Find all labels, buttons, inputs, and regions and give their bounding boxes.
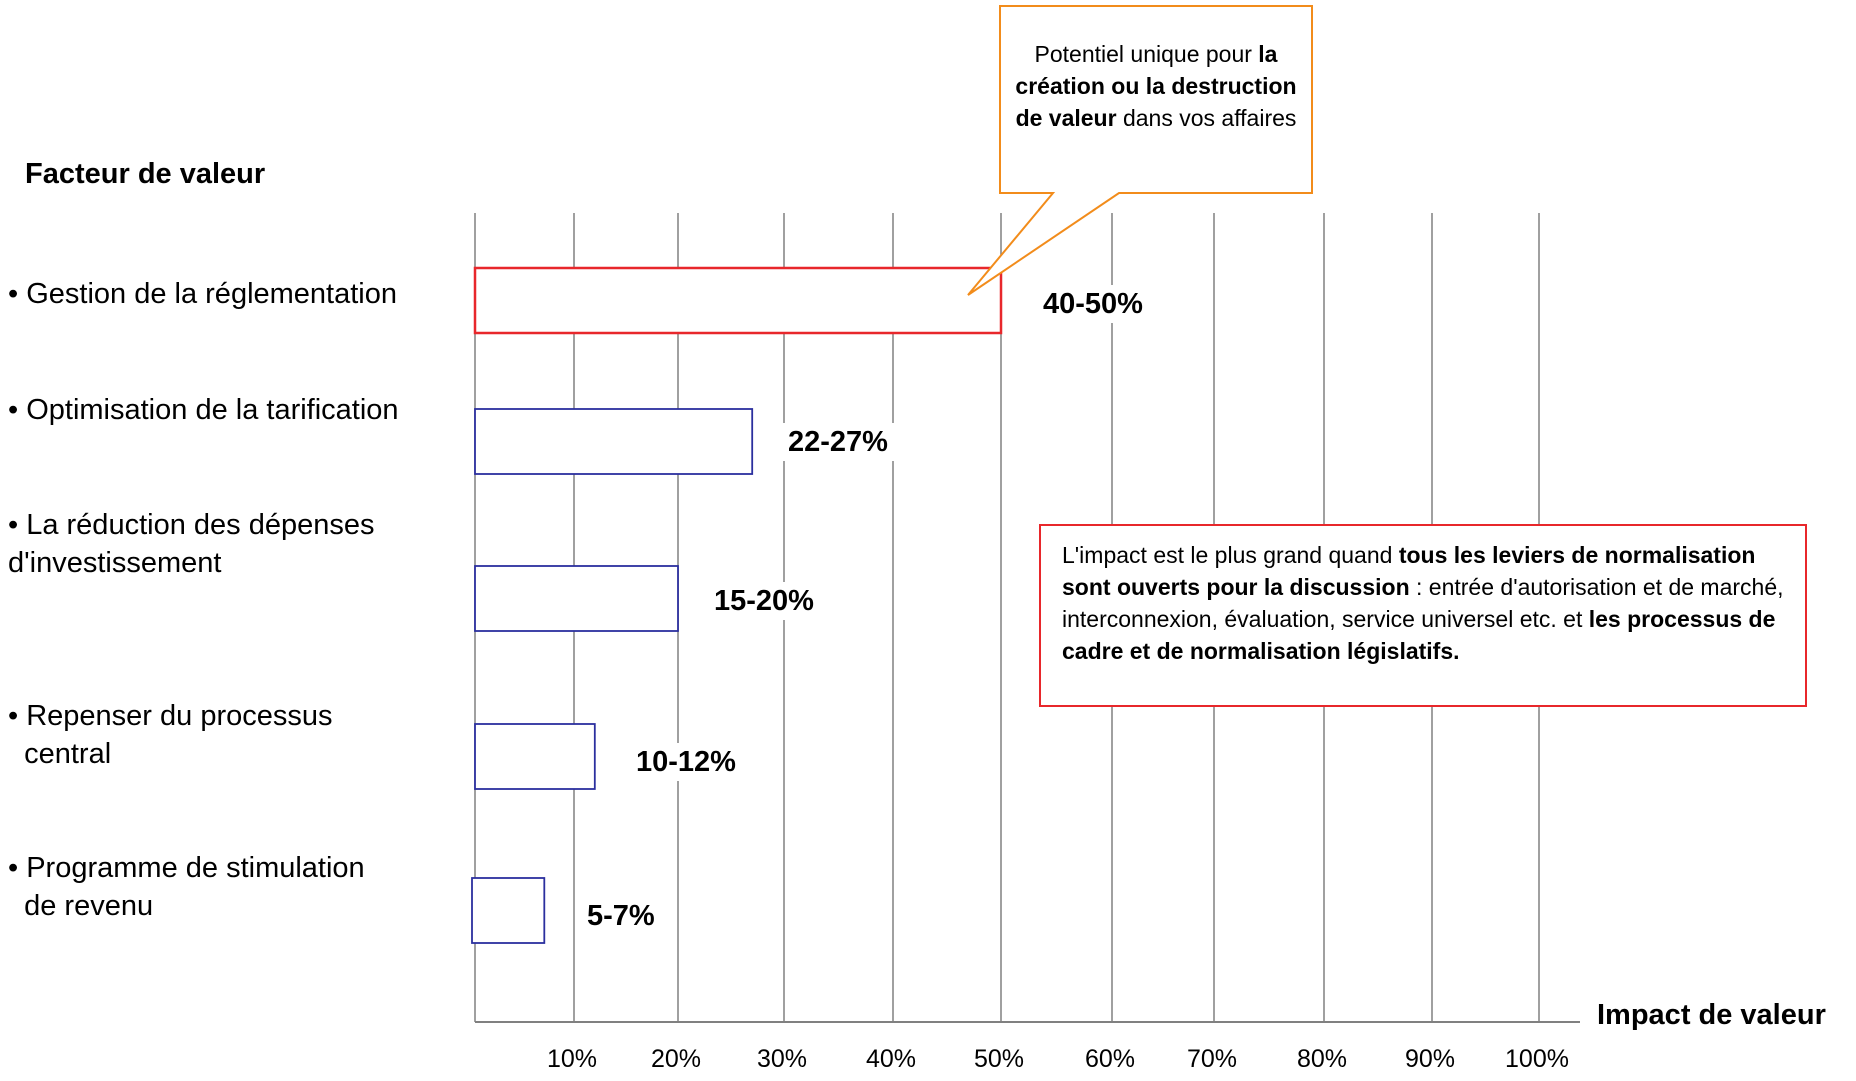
callout-text-bold: la création ou la destruction de valeur [1015,41,1297,131]
category-label: • Programme de stimulation de revenu [8,852,365,922]
x-tick-label: 30% [757,1045,807,1073]
value-label: 5-7% [581,897,661,935]
top-callout-shape [967,5,1313,296]
x-tick-label: 50% [974,1045,1024,1073]
x-tick-label: 80% [1297,1045,1347,1073]
callout-text-bold: les processus de cadre et de normalisati… [1062,606,1776,664]
bar [474,723,596,790]
category-label: • Optimisation de la tarification [8,394,399,426]
value-label: 15-20% [708,582,820,620]
callout-text: L'impact est le plus grand quand [1062,542,1399,568]
x-tick-label: 20% [651,1045,701,1073]
bar [473,266,1003,335]
top-callout-border [967,5,1313,296]
bar [471,877,546,944]
x-tick-label: 40% [866,1045,916,1073]
x-axis-title: Impact de valeur [1597,999,1826,1031]
bottom-callout: L'impact est le plus grand quand tous le… [1039,524,1807,707]
x-tick-label: 100% [1505,1045,1569,1073]
x-tick-label: 10% [547,1045,597,1073]
category-label: • Gestion de la réglementation [8,278,397,310]
value-label: 22-27% [782,423,894,461]
value-label: 40-50% [1037,285,1149,323]
value-label: 10-12% [630,743,742,781]
x-tick-label: 70% [1187,1045,1237,1073]
x-tick-label: 60% [1085,1045,1135,1073]
x-tick-labels: 10% 20% 30% 40% 50% 60% 70% 80% 90% 100% [547,1045,1569,1073]
callout-text-bold: tous les leviers de normalisation sont o… [1062,542,1756,600]
callout-text: : entrée d'autorisation et de marché, in… [1062,574,1784,632]
top-callout: Potentiel unique pour la création ou la … [1000,6,1312,193]
callout-text: dans vos affaires [1116,105,1297,131]
y-axis-title: Facteur de valeur [25,158,266,190]
bar [474,408,754,475]
callout-text: Potentiel unique pour [1034,41,1259,67]
bars [471,266,1003,944]
bar [474,565,679,632]
category-label: • Repenser du processus central [8,700,333,770]
category-label: • La réduction des dépenses d'investisse… [8,509,375,579]
x-tick-label: 90% [1405,1045,1455,1073]
